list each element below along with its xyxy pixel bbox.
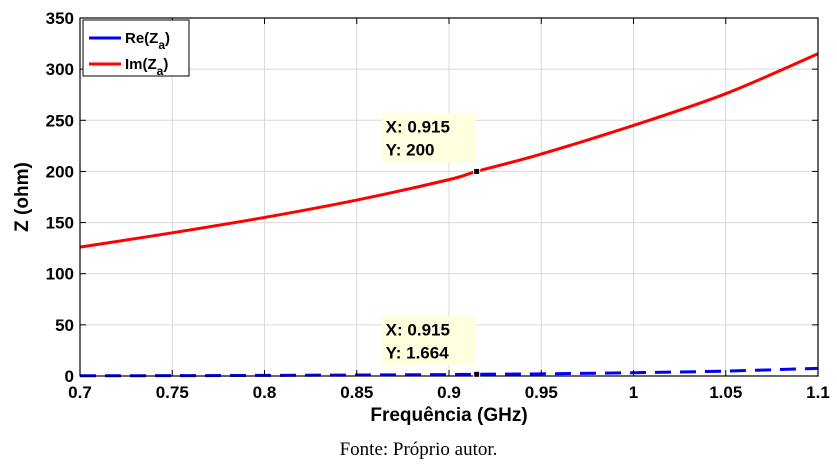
data-tip: X: 0.915 Y: 200 (381, 113, 481, 175)
x-tick-label: 1.05 (709, 383, 742, 402)
data-tips: X: 0.915 Y: 200 X: 0.915 Y: 1.664 (381, 113, 481, 378)
legend-box (82, 19, 190, 77)
x-tick-label: 0.75 (156, 383, 189, 402)
y-axis-label: Z (ohm) (12, 162, 33, 232)
data-tip-x-label: X: 0.915 (386, 320, 450, 339)
x-tick-label: 1 (629, 383, 638, 402)
y-tick-label: 100 (46, 265, 74, 284)
x-tick-labels: 0.7 0.75 0.8 0.85 0.9 0.95 1 1.05 1.1 (68, 383, 830, 402)
data-tip-marker (473, 167, 481, 175)
x-axis-label: Frequência (GHz) (370, 405, 527, 426)
x-tick-label: 0.8 (253, 383, 277, 402)
legend-label-0: Re(Za) (125, 30, 170, 52)
data-tip-y-label: Y: 200 (386, 140, 435, 159)
y-tick-label: 200 (46, 162, 74, 181)
x-tick-label: 1.1 (806, 383, 830, 402)
legend-label-1: Im(Za) (125, 56, 168, 78)
x-tick-label: 0.85 (340, 383, 373, 402)
legend: Re(Za)Im(Za) (82, 19, 190, 78)
data-tip-box (381, 113, 476, 163)
y-tick-label: 300 (46, 60, 74, 79)
axis-ticks (79, 17, 819, 377)
legend-label-subscript: a (157, 64, 164, 78)
series-line-1 (79, 52, 819, 249)
legend-label-subscript: a (158, 38, 165, 52)
legend-label-end: ) (163, 56, 168, 73)
legend-label-base: Im(Z (125, 56, 157, 73)
x-tick-label: 0.9 (437, 383, 461, 402)
y-tick-label: 350 (46, 9, 74, 28)
impedance-chart: 0.7 0.75 0.8 0.85 0.9 0.95 1 1.05 1.1 0 50 100 150 2… (12, 9, 830, 426)
y-tick-label: 150 (46, 214, 74, 233)
legend-label-end: ) (165, 30, 170, 47)
y-tick-label: 250 (46, 111, 74, 130)
data-tip-marker (473, 370, 481, 378)
x-tick-label: 0.7 (68, 383, 92, 402)
y-tick-label: 50 (55, 316, 74, 335)
data-tip-box (381, 316, 476, 366)
y-tick-label: 0 (65, 367, 74, 386)
y-tick-labels: 0 50 100 150 200 250 300 350 (46, 9, 74, 386)
x-tick-label: 0.95 (525, 383, 558, 402)
data-tip: X: 0.915 Y: 1.664 (381, 316, 481, 378)
data-tip-x-label: X: 0.915 (386, 117, 450, 136)
figure-caption: Fonte: Próprio autor. (339, 439, 498, 460)
legend-label-base: Re(Z (125, 30, 158, 47)
data-tip-y-label: Y: 1.664 (386, 343, 450, 362)
